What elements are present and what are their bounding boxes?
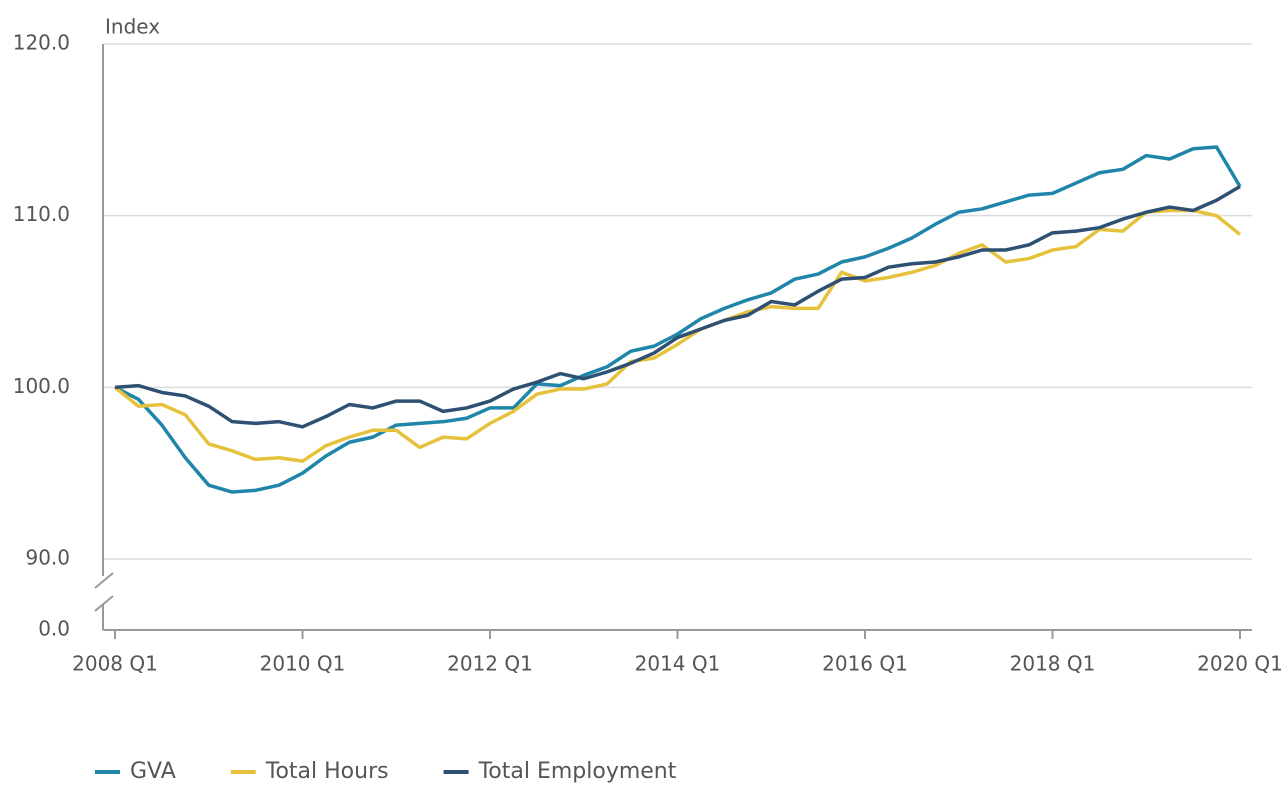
legend-label: GVA [130,759,176,784]
series-line [113,208,1242,463]
axis-break [94,595,114,612]
y-tick-label: 100.0 [13,374,70,398]
y-tick-label: 120.0 [13,31,70,55]
x-tick-label: 2010 Q1 [260,652,346,676]
legend-label: Total Employment [478,759,677,784]
x-tick-label: 2016 Q1 [822,652,908,676]
x-tick-label: 2012 Q1 [447,652,533,676]
y-tick-label: 110.0 [13,202,70,226]
y-tick-label: 0.0 [38,617,70,641]
axis-break [94,572,114,589]
legend-label: Total Hours [265,759,389,784]
series-line [114,184,1241,429]
x-tick-label: 2018 Q1 [1010,652,1096,676]
x-tick-label: 2020 Q1 [1197,652,1283,676]
x-tick-label: 2014 Q1 [635,652,721,676]
x-tick-label: 2008 Q1 [72,652,158,676]
y-tick-label: 90.0 [25,546,70,570]
series-line [114,145,1242,494]
y-axis-label: Index [105,15,160,39]
